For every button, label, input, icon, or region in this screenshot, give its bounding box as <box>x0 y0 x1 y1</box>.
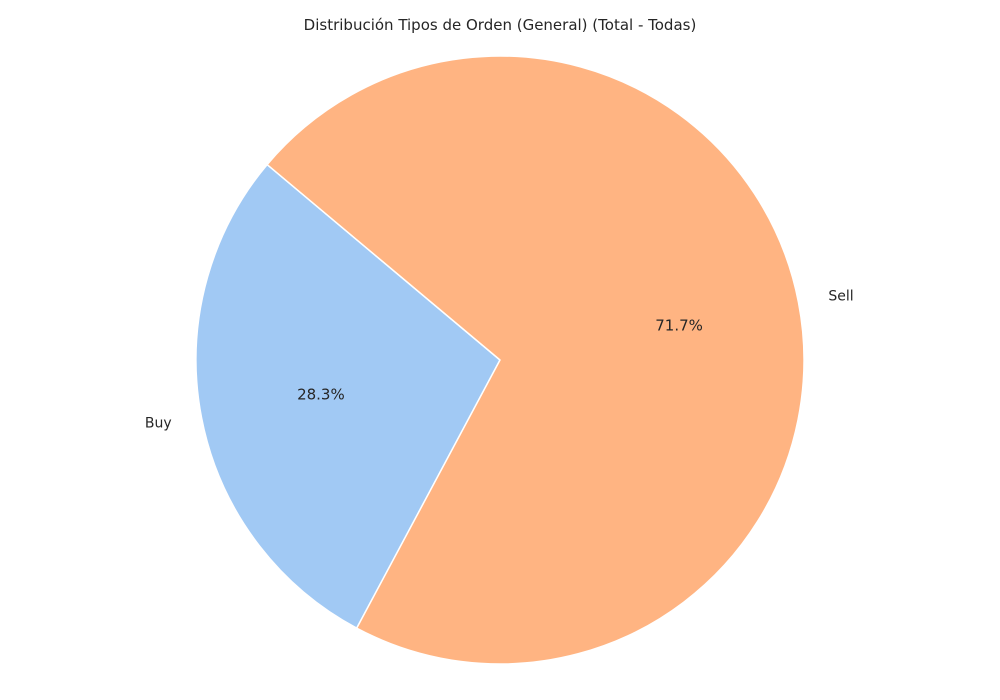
pie-labels: Buy 28.3% Sell 71.7% <box>145 289 854 432</box>
slice-label-buy: Buy <box>145 415 172 431</box>
slice-label-sell: Sell <box>828 289 853 305</box>
pie-slice-buy <box>195 163 501 629</box>
percent-label-buy: 28.3% <box>297 386 345 404</box>
pie-slices <box>195 55 805 665</box>
chart-title: Distribución Tipos de Orden (General) (T… <box>304 16 697 34</box>
percent-label-sell: 71.7% <box>655 316 703 334</box>
pie-slice-sell <box>266 55 805 665</box>
